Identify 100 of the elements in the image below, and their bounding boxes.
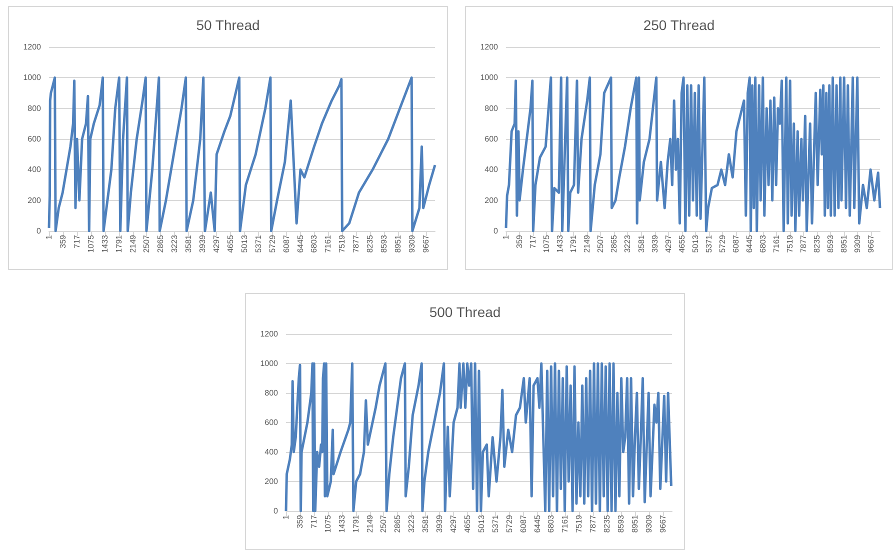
x-tick-label: 2865 bbox=[156, 234, 166, 253]
x-tick-label: 4655 bbox=[462, 514, 472, 533]
line-series bbox=[284, 362, 672, 512]
x-tick-label: 3581 bbox=[184, 234, 194, 253]
x-tick-label: 8593 bbox=[380, 234, 389, 253]
x-tick-label: 2149 bbox=[365, 514, 374, 533]
x-tick-label: 5729 bbox=[504, 514, 514, 533]
y-tick-label: 600 bbox=[28, 134, 42, 144]
x-tick-label: 8593 bbox=[616, 514, 626, 533]
x-tick-label: 4297 bbox=[449, 514, 458, 533]
x-tick-label: 6803 bbox=[758, 234, 768, 253]
y-tick-label: 1200 bbox=[260, 330, 279, 338]
x-tick-label: 2865 bbox=[393, 514, 402, 533]
y-tick-label: 400 bbox=[484, 165, 499, 174]
x-tick-label: 1791 bbox=[351, 514, 360, 533]
y-tick-label: 0 bbox=[36, 226, 42, 236]
x-tick-label: 1433 bbox=[100, 234, 110, 253]
x-tick-label: 6087 bbox=[282, 234, 291, 253]
x-tick-label: 9309 bbox=[407, 234, 416, 253]
y-tick-label: 200 bbox=[28, 196, 42, 205]
x-tick-label: 9309 bbox=[644, 514, 654, 533]
x-tick-label: 3581 bbox=[421, 514, 430, 533]
x-tick-label: 1 bbox=[502, 234, 510, 240]
x-tick-label: 1 bbox=[282, 514, 290, 520]
x-tick-label: 2507 bbox=[596, 234, 606, 253]
x-tick-label: 8235 bbox=[812, 234, 822, 253]
x-tick-label: 5729 bbox=[268, 234, 277, 253]
x-tick-label: 6803 bbox=[546, 514, 556, 533]
x-tick-label: 7519 bbox=[786, 234, 795, 253]
x-tick-label: 8235 bbox=[366, 234, 375, 253]
x-tick-label: 5013 bbox=[690, 234, 700, 253]
x-tick-label: 5013 bbox=[476, 514, 486, 533]
x-tick-label: 717 bbox=[72, 234, 82, 248]
x-tick-label: 3223 bbox=[407, 514, 416, 533]
x-tick-label: 8593 bbox=[826, 234, 836, 253]
x-tick-label: 5371 bbox=[490, 514, 500, 533]
x-tick-label: 3939 bbox=[435, 514, 444, 533]
x-tick-label: 359 bbox=[515, 234, 524, 248]
x-tick-label: 3581 bbox=[636, 234, 646, 253]
x-tick-label: 9309 bbox=[853, 234, 862, 253]
x-tick-label: 717 bbox=[528, 234, 538, 248]
x-tick-label: 9667 bbox=[658, 514, 668, 533]
x-tick-label: 3223 bbox=[623, 234, 632, 253]
x-tick-label: 6445 bbox=[744, 234, 754, 253]
x-tick-label: 2507 bbox=[142, 234, 152, 253]
y-tick-label: 800 bbox=[28, 104, 42, 113]
x-tick-label: 5371 bbox=[704, 234, 714, 253]
y-tick-label: 600 bbox=[484, 134, 499, 144]
x-tick-label: 1433 bbox=[556, 234, 565, 253]
x-tick-label: 7877 bbox=[799, 234, 808, 253]
x-tick-label: 3223 bbox=[170, 234, 180, 253]
x-tick-label: 7877 bbox=[588, 514, 598, 533]
x-tick-label: 6803 bbox=[310, 234, 319, 253]
y-tick-label: 0 bbox=[494, 226, 499, 236]
x-tick-label: 1 bbox=[44, 234, 54, 240]
y-tick-label: 800 bbox=[484, 104, 499, 113]
x-tick-label: 359 bbox=[295, 514, 304, 528]
x-tick-label: 4297 bbox=[664, 234, 673, 253]
y-tick-label: 200 bbox=[484, 196, 499, 205]
y-tick-label: 1000 bbox=[23, 73, 42, 82]
y-tick-label: 400 bbox=[28, 165, 42, 174]
x-tick-label: 2507 bbox=[379, 514, 388, 533]
y-tick-label: 400 bbox=[264, 448, 279, 456]
x-tick-label: 5371 bbox=[254, 234, 263, 253]
y-tick-label: 0 bbox=[274, 506, 279, 516]
x-tick-label: 3939 bbox=[198, 234, 208, 253]
x-tick-label: 1791 bbox=[114, 234, 124, 253]
x-tick-label: 8235 bbox=[602, 514, 612, 533]
x-tick-label: 6087 bbox=[731, 234, 740, 253]
x-tick-label: 717 bbox=[309, 514, 318, 528]
x-tick-label: 1075 bbox=[542, 234, 552, 253]
x-tick-label: 6445 bbox=[532, 514, 542, 533]
x-tick-label: 5729 bbox=[718, 234, 727, 253]
x-tick-label: 8951 bbox=[393, 234, 402, 253]
x-tick-label: 2865 bbox=[610, 234, 619, 253]
x-tick-label: 7161 bbox=[324, 234, 333, 253]
x-tick-label: 6445 bbox=[296, 234, 305, 253]
y-tick-label: 800 bbox=[264, 388, 279, 398]
x-tick-label: 9667 bbox=[421, 234, 430, 253]
chart-title: 50 Thread bbox=[196, 17, 260, 33]
x-tick-label: 4297 bbox=[212, 234, 222, 253]
x-tick-label: 7519 bbox=[574, 514, 584, 533]
x-tick-label: 4655 bbox=[226, 234, 235, 253]
x-tick-label: 1433 bbox=[337, 514, 346, 533]
chart-title: 250 Thread bbox=[643, 17, 715, 33]
x-tick-label: 2149 bbox=[582, 234, 592, 253]
y-tick-label: 600 bbox=[264, 418, 279, 427]
y-tick-label: 1000 bbox=[480, 73, 499, 82]
y-tick-label: 1200 bbox=[23, 42, 42, 52]
x-tick-label: 7161 bbox=[560, 514, 570, 533]
line-series bbox=[48, 76, 436, 232]
chart-title: 500 Thread bbox=[429, 304, 501, 320]
x-tick-label: 1791 bbox=[569, 234, 578, 253]
line-series bbox=[504, 76, 882, 232]
y-tick-label: 1200 bbox=[480, 42, 499, 52]
x-tick-label: 8951 bbox=[840, 234, 849, 253]
x-tick-label: 9667 bbox=[866, 234, 876, 253]
x-tick-label: 4655 bbox=[677, 234, 686, 253]
x-tick-label: 2149 bbox=[128, 234, 138, 253]
x-tick-label: 7877 bbox=[352, 234, 361, 253]
